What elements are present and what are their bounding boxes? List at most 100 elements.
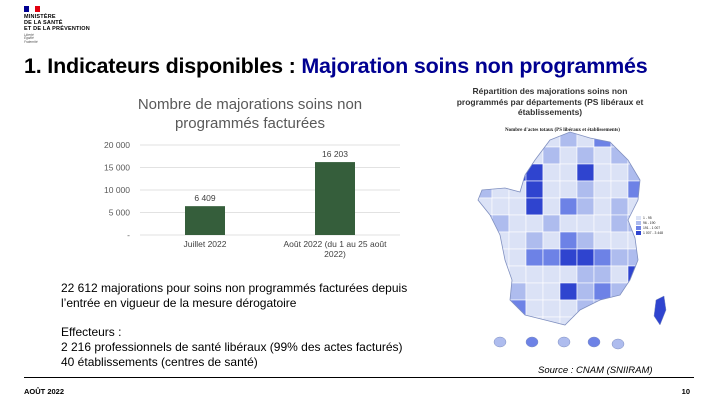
overseas-territories xyxy=(493,336,625,350)
department-cell xyxy=(491,265,510,284)
department-cell xyxy=(559,299,578,318)
department-cell xyxy=(559,214,578,233)
slide-title-highlight: Majoration soins non programmés xyxy=(301,54,648,78)
department-cell xyxy=(593,231,612,250)
department-cell xyxy=(610,316,629,325)
department-cell xyxy=(508,197,527,216)
department-cell xyxy=(559,197,578,216)
department-cell xyxy=(593,299,612,318)
department-cell xyxy=(627,299,640,318)
y-tick-label: - xyxy=(127,230,130,240)
department-cell xyxy=(610,214,629,233)
department-cell xyxy=(610,265,629,284)
department-cell xyxy=(491,282,510,301)
department-cell xyxy=(508,163,527,182)
department-cell xyxy=(525,180,544,199)
legend-item: 1 - 95 xyxy=(636,216,663,221)
department-cell xyxy=(478,231,493,250)
department-cell xyxy=(627,180,640,199)
motto-liberte: Liberté xyxy=(24,32,34,37)
department-cell xyxy=(542,197,561,216)
map-title: Répartition des majorations soins non pr… xyxy=(456,86,644,117)
department-cell xyxy=(576,197,595,216)
map-source: Source : CNAM (SNIIRAM) xyxy=(538,365,653,376)
department-cell xyxy=(610,146,629,165)
map-legend: 1 - 95 96 - 190 191 - 1 007 1 007 - 3 44… xyxy=(636,216,663,236)
france-department-map: Nombre d'actes totaux (PS libéraux et ét… xyxy=(470,120,680,360)
ministry-logo: MINISTÈRE DE LA SANTÉ ET DE LA PRÉVENTIO… xyxy=(24,6,134,48)
department-cell xyxy=(610,231,629,250)
department-cell xyxy=(559,265,578,284)
motto-egalite: Égalité xyxy=(24,36,34,41)
slide-title-prefix: 1. Indicateurs disponibles : xyxy=(24,54,302,78)
ministry-line-3: ET DE LA PRÉVENTION xyxy=(24,26,90,33)
department-cell xyxy=(508,231,527,250)
department-cell xyxy=(576,316,595,325)
department-cell xyxy=(478,316,493,325)
department-cell xyxy=(525,265,544,284)
department-cell xyxy=(559,146,578,165)
department-cell xyxy=(491,180,510,199)
department-cell xyxy=(491,316,510,325)
department-cell xyxy=(627,163,640,182)
bar-chart: - 5 000 10 000 15 000 20 000 6 409 Juillet 202… xyxy=(104,140,400,259)
department-cell xyxy=(525,197,544,216)
department-cell xyxy=(525,282,544,301)
department-cell xyxy=(593,214,612,233)
chart-title: Nombre de majorations soins non programm… xyxy=(137,96,363,132)
department-cell xyxy=(593,146,612,165)
department-cell xyxy=(542,180,561,199)
y-tick-label: 20 000 xyxy=(104,140,130,150)
department-cell xyxy=(627,265,640,284)
ministry-line-2: DE LA SANTÉ xyxy=(24,20,63,27)
effecteurs-etablissements: 40 établissements (centres de santé) xyxy=(61,355,258,369)
department-cell xyxy=(542,265,561,284)
department-cell xyxy=(559,316,578,325)
department-cell xyxy=(542,214,561,233)
department-cell xyxy=(542,299,561,318)
department-cell xyxy=(542,282,561,301)
department-cell xyxy=(491,231,510,250)
department-cell xyxy=(610,248,629,267)
department-cell xyxy=(542,316,561,325)
x-category-label: Juillet 2022 xyxy=(183,239,226,249)
department-cell xyxy=(491,146,510,165)
department-cell xyxy=(576,180,595,199)
department-cell xyxy=(593,316,612,325)
overseas-territory xyxy=(587,336,601,348)
department-cell xyxy=(559,231,578,250)
department-cell xyxy=(508,214,527,233)
x-category-label: 2022) xyxy=(324,249,346,259)
ministry-line-1: MINISTÈRE xyxy=(24,14,56,20)
department-cell xyxy=(610,197,629,216)
motto-fraternite: Fraternité xyxy=(24,39,38,44)
department-cell xyxy=(593,248,612,267)
department-cell xyxy=(478,282,493,301)
department-cell xyxy=(525,231,544,250)
department-cell xyxy=(627,132,640,148)
department-cell xyxy=(478,248,493,267)
department-cell xyxy=(542,231,561,250)
bar xyxy=(185,206,225,235)
bar-value-label: 16 203 xyxy=(322,149,348,159)
department-cell xyxy=(576,265,595,284)
department-cell xyxy=(610,163,629,182)
ministry-name: MINISTÈRE DE LA SANTÉ ET DE LA PRÉVENTIO… xyxy=(24,14,134,33)
french-flag-icon xyxy=(24,6,40,12)
overseas-territory xyxy=(493,336,507,348)
department-cell xyxy=(559,180,578,199)
footer-divider xyxy=(24,377,694,378)
page-number: 10 xyxy=(681,387,690,396)
department-cell xyxy=(559,248,578,267)
department-cell xyxy=(593,265,612,284)
department-cell xyxy=(627,316,640,325)
department-cell xyxy=(525,299,544,318)
department-cell xyxy=(627,282,640,301)
y-tick-label: 5 000 xyxy=(109,208,131,218)
department-cell xyxy=(478,132,493,148)
department-cell xyxy=(559,163,578,182)
corsica-shape xyxy=(653,295,667,326)
department-cell xyxy=(593,163,612,182)
bar xyxy=(315,162,355,235)
slide-title: 1. Indicateurs disponibles : Majoration … xyxy=(24,54,648,79)
